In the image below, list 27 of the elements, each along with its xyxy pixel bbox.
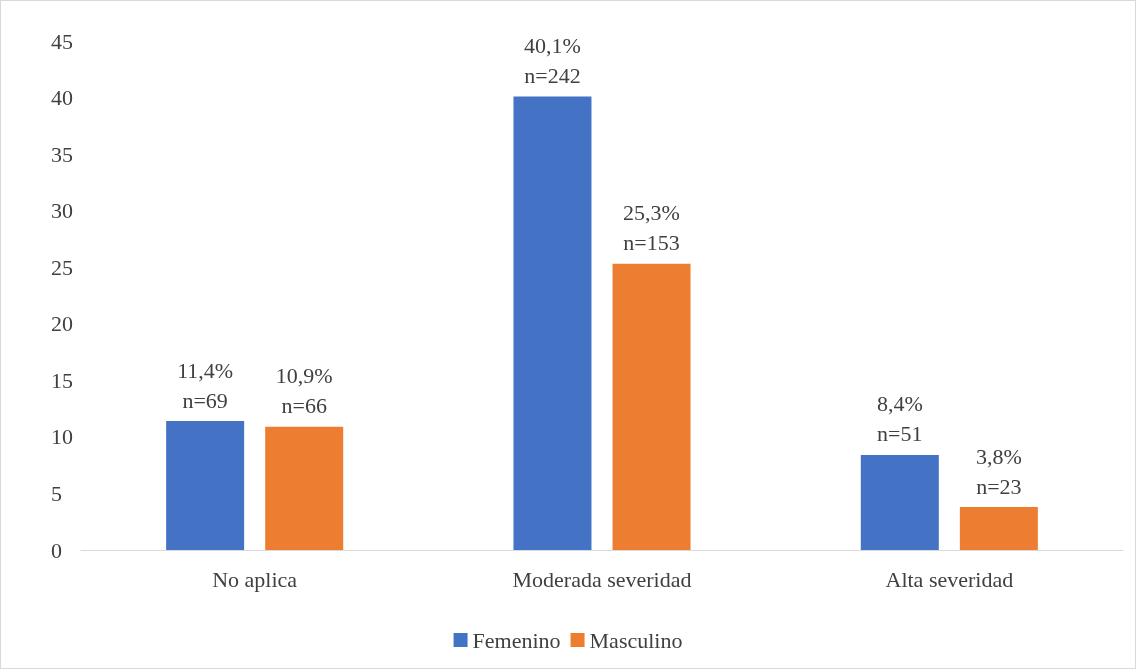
y-tick-label: 45 [51, 28, 73, 54]
y-tick-label: 20 [51, 311, 73, 337]
y-tick-label: 30 [51, 198, 73, 224]
y-tick-label: 5 [51, 480, 62, 506]
legend-label: Femenino [472, 627, 561, 653]
x-tick-label: Alta severidad [885, 566, 1014, 592]
x-tick-label: Moderada severidad [512, 566, 692, 592]
y-tick-label: 35 [51, 141, 73, 167]
y-tick-label: 0 [51, 537, 62, 563]
bar [860, 454, 939, 550]
bar [265, 426, 344, 550]
bar [166, 421, 245, 550]
legend-label: Masculino [589, 627, 683, 653]
data-label: 40,1% n=242 [524, 32, 581, 88]
data-label: 3,8% n=23 [975, 443, 1022, 499]
bar [612, 263, 691, 550]
y-tick-label: 15 [51, 367, 73, 393]
y-tick-label: 40 [51, 85, 73, 111]
bar [513, 96, 592, 550]
data-label: 8,4% n=51 [876, 391, 923, 447]
data-label: 11,4% n=69 [177, 357, 234, 413]
bar [959, 507, 1038, 550]
data-label: 25,3% n=153 [623, 200, 680, 256]
y-tick-label: 25 [51, 254, 73, 280]
x-tick-label: No aplica [212, 566, 298, 592]
y-tick-label: 10 [51, 424, 73, 450]
data-label: 10,9% n=66 [275, 363, 333, 419]
